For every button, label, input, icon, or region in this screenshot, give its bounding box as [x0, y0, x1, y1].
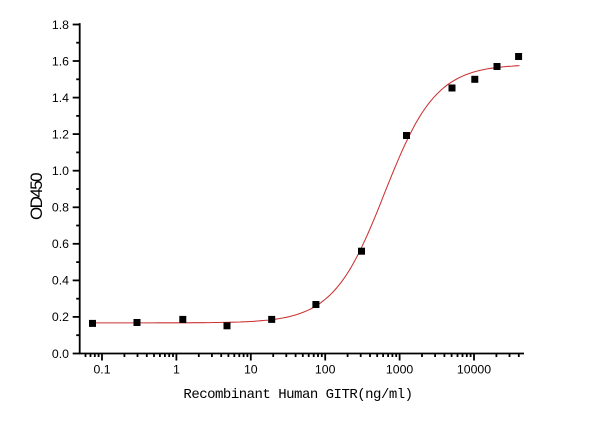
svg-text:1.6: 1.6 [52, 54, 69, 68]
svg-text:1.2: 1.2 [52, 127, 69, 141]
svg-text:0.6: 0.6 [52, 237, 69, 251]
svg-text:0.4: 0.4 [52, 274, 69, 288]
svg-text:1.8: 1.8 [52, 18, 69, 32]
svg-text:Recombinant Human GITR(ng/ml): Recombinant Human GITR(ng/ml) [183, 387, 412, 403]
svg-text:10: 10 [244, 363, 258, 377]
svg-text:10000: 10000 [457, 363, 491, 377]
svg-text:OD450: OD450 [27, 173, 46, 220]
svg-text:0.2: 0.2 [52, 310, 69, 324]
svg-text:1: 1 [173, 363, 180, 377]
svg-text:1000: 1000 [386, 363, 414, 377]
svg-text:100: 100 [315, 363, 336, 377]
svg-text:0.8: 0.8 [52, 201, 69, 215]
svg-text:0.0: 0.0 [52, 347, 69, 361]
svg-text:1.4: 1.4 [52, 91, 69, 105]
svg-text:0.1: 0.1 [93, 363, 110, 377]
svg-text:1.0: 1.0 [52, 164, 69, 178]
